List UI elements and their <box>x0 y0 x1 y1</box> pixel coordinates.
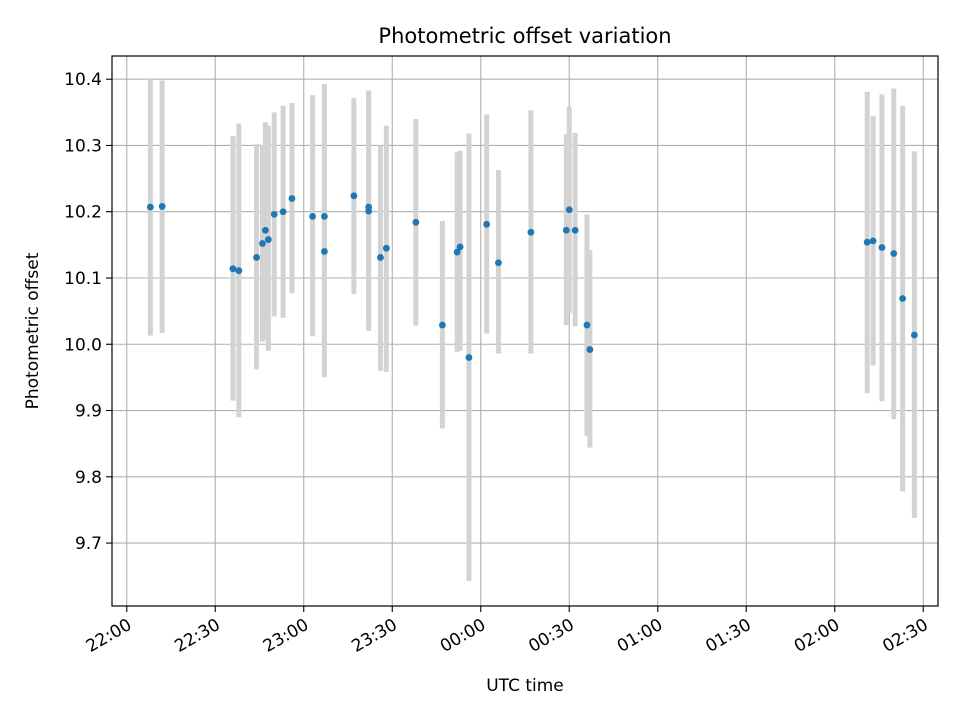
data-point <box>878 244 886 251</box>
y-axis-label: Photometric offset <box>23 252 43 409</box>
x-axis-label: UTC time <box>486 676 564 696</box>
data-point <box>262 226 269 234</box>
data-point <box>465 354 473 361</box>
y-tick-label: 10.2 <box>64 203 102 223</box>
data-point <box>321 248 328 255</box>
data-point <box>565 206 573 214</box>
data-point <box>899 295 906 302</box>
data-points <box>146 192 918 361</box>
data-point <box>456 243 464 251</box>
y-tick-label: 9.8 <box>75 468 102 488</box>
data-point <box>321 212 328 220</box>
data-point <box>279 208 287 216</box>
data-point <box>586 346 594 353</box>
data-point <box>869 237 877 245</box>
data-point <box>253 254 260 261</box>
chart-title: Photometric offset variation <box>378 24 671 48</box>
data-point <box>309 212 316 220</box>
data-point <box>453 248 461 256</box>
y-tick-label: 10.1 <box>64 269 102 289</box>
data-point <box>483 220 491 228</box>
y-tick-label: 9.7 <box>75 534 102 554</box>
data-point <box>229 265 237 273</box>
data-point <box>495 259 502 267</box>
data-point <box>264 236 272 243</box>
data-point <box>235 267 243 275</box>
data-point <box>377 254 384 261</box>
plot-frame <box>111 55 939 607</box>
data-point <box>439 321 446 329</box>
data-point <box>562 226 570 234</box>
data-point <box>412 218 420 226</box>
y-tick-label: 10.3 <box>64 136 102 156</box>
data-point <box>527 228 535 236</box>
data-point <box>863 238 871 246</box>
y-axis-ticks: 9.7 9.8 9.9 10.0 10.1 10.2 10.3 10.4 <box>64 70 112 554</box>
y-tick-label: 9.9 <box>75 402 102 422</box>
data-point <box>571 226 579 234</box>
y-tick-label: 10.4 <box>64 70 102 90</box>
data-point <box>890 250 898 257</box>
data-point <box>911 331 918 339</box>
data-point <box>158 203 166 210</box>
data-point <box>365 207 373 215</box>
data-point <box>583 321 591 329</box>
data-point <box>259 240 266 247</box>
data-point <box>270 210 278 218</box>
y-tick-label: 10.0 <box>64 335 102 355</box>
data-point <box>382 244 390 252</box>
data-point <box>288 195 296 202</box>
data-point <box>146 203 154 211</box>
data-point <box>350 192 358 200</box>
